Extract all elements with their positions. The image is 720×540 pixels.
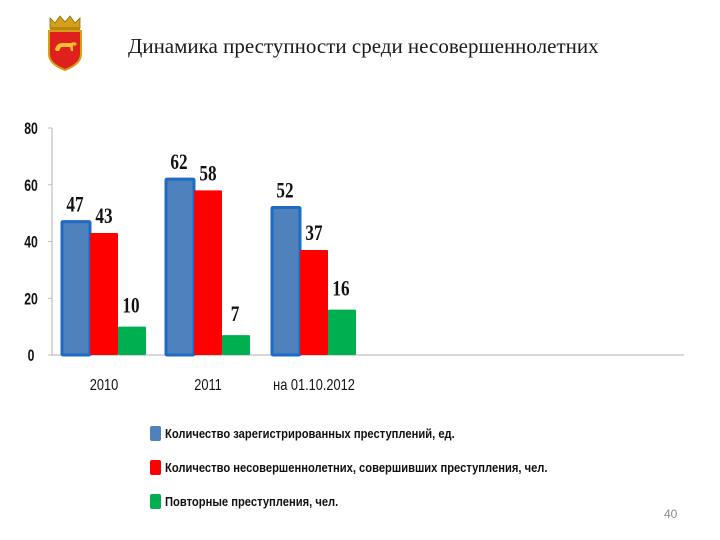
bar-data-label: 52 bbox=[276, 178, 293, 203]
x-category-label: 2010 bbox=[90, 377, 118, 395]
legend-item: Повторные преступления, чел. bbox=[150, 484, 610, 518]
bar bbox=[270, 205, 302, 357]
bar-data-label: 37 bbox=[305, 221, 322, 246]
bar bbox=[328, 309, 356, 355]
legend-swatch bbox=[150, 459, 161, 475]
bar-data-label: 43 bbox=[95, 204, 112, 229]
legend-swatch bbox=[150, 493, 161, 509]
bar-data-label: 16 bbox=[332, 277, 349, 302]
legend-label: Количество зарегистрированных преступлен… bbox=[165, 425, 455, 441]
bar-data-label: 47 bbox=[66, 193, 83, 218]
legend-label: Повторные преступления, чел. bbox=[165, 493, 339, 509]
page-number: 40 bbox=[664, 507, 678, 521]
y-tick-label: 20 bbox=[24, 290, 38, 308]
bar bbox=[300, 250, 328, 355]
chart-legend: Количество зарегистрированных преступлен… bbox=[150, 416, 610, 518]
y-tick-label: 80 bbox=[24, 120, 38, 138]
y-tick-label: 60 bbox=[24, 177, 38, 195]
x-category-label: 2011 bbox=[194, 377, 221, 395]
legend-item: Количество несовершеннолетних, совершивш… bbox=[150, 450, 610, 484]
legend-label: Количество несовершеннолетних, совершивш… bbox=[165, 459, 548, 475]
bar-data-label: 58 bbox=[199, 161, 216, 186]
bar bbox=[222, 335, 250, 355]
bar bbox=[164, 177, 196, 357]
legend-item: Количество зарегистрированных преступлен… bbox=[150, 416, 610, 450]
bar-data-label: 62 bbox=[170, 150, 187, 175]
y-tick-label: 0 bbox=[28, 347, 35, 365]
page-title: Динамика преступности среди несовершенно… bbox=[128, 34, 599, 58]
bar bbox=[90, 232, 118, 355]
bar bbox=[194, 190, 222, 355]
bar-data-label: 7 bbox=[231, 302, 240, 327]
bar-data-label: 10 bbox=[122, 294, 139, 319]
bar-chart: 0 20 40 60 80 47 43 10 2010 62 58 7 2011 52 37 16 на 01.… bbox=[24, 120, 684, 395]
y-tick-label: 40 bbox=[24, 234, 38, 252]
coat-of-arms-emblem-icon bbox=[48, 15, 82, 72]
bar bbox=[60, 220, 92, 357]
legend-swatch bbox=[150, 425, 161, 441]
x-category-label: на 01.10.2012 bbox=[273, 377, 355, 395]
bar bbox=[118, 326, 146, 355]
